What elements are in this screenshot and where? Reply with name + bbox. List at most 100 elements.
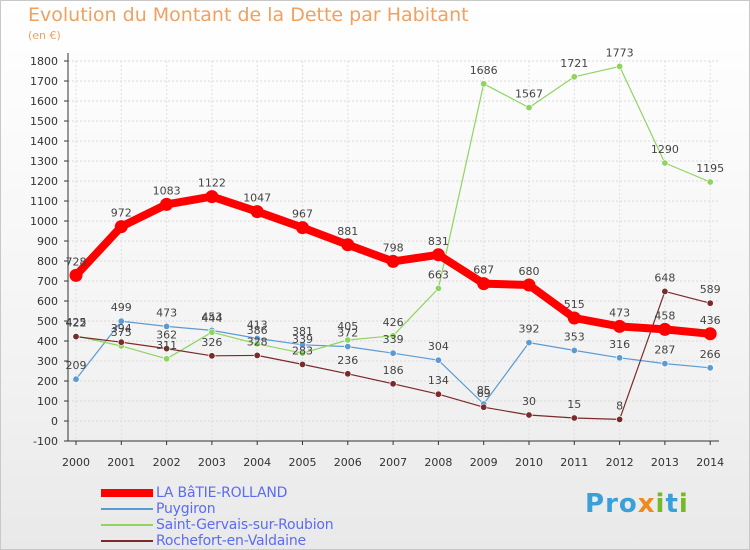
x-tick-label: 2006 (334, 456, 362, 469)
data-label-la-batie-rolland: 687 (473, 264, 494, 277)
data-point-saint-gervais-sur-roubion (570, 73, 578, 81)
y-tick-label: 300 (37, 355, 58, 368)
data-point-puygiron (163, 322, 171, 330)
chart-title: Evolution du Montant de la Dette par Hab… (28, 4, 469, 26)
grid (68, 60, 719, 442)
legend: LA BâTIE-ROLLAND Puygiron Saint-Gervais-su… (101, 485, 431, 549)
legend-item: Puygiron (101, 501, 216, 517)
data-label-puygiron: 453 (201, 310, 222, 323)
data-point-saint-gervais-sur-roubion (163, 355, 171, 363)
chart-unit: (en €) (28, 29, 61, 42)
y-tick-label: 1200 (30, 175, 58, 188)
data-point-rochefort-en-valdaine (344, 370, 352, 378)
data-point-saint-gervais-sur-roubion (298, 349, 306, 357)
data-point-saint-gervais-sur-roubion (525, 104, 533, 112)
data-label-puygiron: 316 (609, 338, 630, 351)
data-label-puygiron: 209 (66, 359, 87, 372)
data-label-saint-gervais-sur-roubion: 375 (111, 326, 132, 339)
data-label-saint-gervais-sur-roubion: 1290 (651, 143, 679, 156)
proxiti-logo: Proxiti (585, 489, 689, 519)
data-label-la-batie-rolland: 436 (700, 314, 721, 327)
data-label-rochefort-en-valdaine: 326 (201, 336, 222, 349)
data-point-puygiron (344, 343, 352, 351)
data-point-saint-gervais-sur-roubion (434, 284, 442, 292)
y-tick-label: 1300 (30, 155, 58, 168)
data-label-la-batie-rolland: 728 (66, 255, 87, 268)
data-point-la-batie-rolland (613, 319, 627, 333)
data-label-puygiron: 392 (519, 323, 540, 336)
data-point-la-batie-rolland (69, 268, 83, 282)
data-point-saint-gervais-sur-roubion (389, 332, 397, 340)
x-tick-label: 2010 (515, 456, 543, 469)
legend-label: Rochefort-en-Valdaine (156, 533, 306, 549)
data-point-puygiron (570, 346, 578, 354)
data-label-rochefort-en-valdaine: 394 (111, 322, 132, 335)
data-point-puygiron (434, 356, 442, 364)
x-tick-label: 2005 (289, 456, 317, 469)
data-point-puygiron (117, 317, 125, 325)
x-tick-label: 2001 (107, 456, 135, 469)
data-label-la-batie-rolland: 1083 (153, 184, 181, 197)
y-tick-label: 800 (37, 255, 58, 268)
x-tick-label: 2013 (651, 456, 679, 469)
data-point-rochefort-en-valdaine (434, 390, 442, 398)
data-point-rochefort-en-valdaine (72, 333, 80, 341)
data-point-puygiron (616, 354, 624, 362)
y-tick-label: 100 (37, 395, 58, 408)
data-label-puygiron: 381 (292, 325, 313, 338)
data-point-saint-gervais-sur-roubion (480, 80, 488, 88)
data-label-rochefort-en-valdaine: 69 (477, 387, 491, 400)
x-tick-label: 2007 (379, 456, 407, 469)
legend-swatch (101, 524, 153, 526)
data-label-rochefort-en-valdaine: 15 (567, 398, 581, 411)
data-label-rochefort-en-valdaine: 422 (66, 317, 87, 330)
data-label-puygiron: 287 (654, 344, 675, 357)
data-label-puygiron: 339 (383, 333, 404, 346)
data-point-la-batie-rolland (658, 322, 672, 336)
data-label-saint-gervais-sur-roubion: 444 (201, 312, 222, 325)
data-point-puygiron (389, 349, 397, 357)
data-point-saint-gervais-sur-roubion (661, 159, 669, 167)
y-tick-label: 200 (37, 375, 58, 388)
data-label-la-batie-rolland: 798 (383, 241, 404, 254)
data-label-la-batie-rolland: 515 (564, 298, 585, 311)
data-label-saint-gervais-sur-roubion: 1686 (470, 64, 498, 77)
y-tick-label: 700 (37, 275, 58, 288)
legend-swatch (101, 489, 153, 497)
data-point-la-batie-rolland (205, 190, 219, 204)
x-tick-label: 2008 (424, 456, 452, 469)
data-label-la-batie-rolland: 680 (519, 265, 540, 278)
legend-item: Saint-Gervais-sur-Roubion (101, 517, 334, 533)
data-point-rochefort-en-valdaine (616, 415, 624, 423)
tick-labels: -100 0 100 200 300 400 500 600 700 800 900 1000 1100… (30, 55, 724, 469)
data-point-la-batie-rolland (296, 221, 309, 235)
data-label-saint-gervais-sur-roubion: 1721 (560, 57, 588, 70)
legend-swatch (101, 508, 153, 510)
data-label-saint-gervais-sur-roubion: 1773 (606, 46, 634, 59)
data-point-la-batie-rolland (567, 311, 581, 325)
legend-swatch (101, 540, 153, 542)
data-label-rochefort-en-valdaine: 283 (292, 344, 313, 357)
data-label-rochefort-en-valdaine: 328 (247, 335, 268, 348)
y-tick-label: -100 (33, 435, 58, 448)
data-label-la-batie-rolland: 967 (292, 208, 313, 221)
x-tick-label: 2011 (560, 456, 588, 469)
y-tick-label: 1800 (30, 55, 58, 68)
data-point-saint-gervais-sur-roubion (616, 62, 624, 70)
data-label-la-batie-rolland: 473 (609, 306, 630, 319)
data-label-saint-gervais-sur-roubion: 339 (292, 333, 313, 346)
data-point-rochefort-en-valdaine (480, 403, 488, 411)
data-point-rochefort-en-valdaine (525, 411, 533, 419)
data-label-la-batie-rolland: 458 (654, 309, 675, 322)
data-point-rochefort-en-valdaine (661, 287, 669, 295)
data-labels: 209 499 473 453 413 381 372 339 304 85 392 353 316 28… (66, 46, 725, 412)
data-label-rochefort-en-valdaine: 362 (156, 329, 177, 342)
data-label-la-batie-rolland: 1047 (243, 192, 271, 205)
data-point-puygiron (661, 360, 669, 368)
x-tick-label: 2002 (153, 456, 181, 469)
data-point-la-batie-rolland (341, 238, 355, 252)
y-tick-label: 1000 (30, 215, 58, 228)
data-point-la-batie-rolland (386, 254, 400, 268)
